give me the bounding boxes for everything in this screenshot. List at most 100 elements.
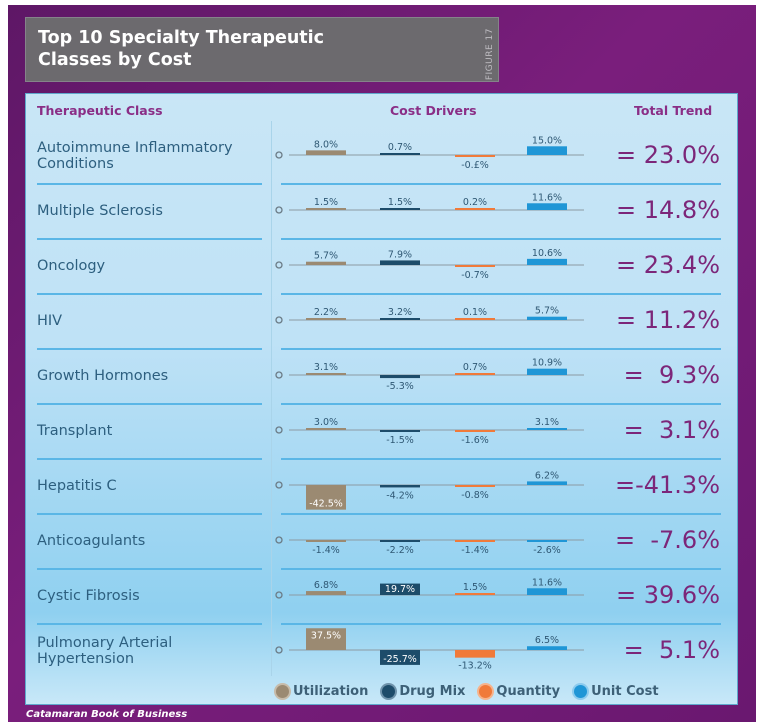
legend-item-quantity: Quantity (479, 684, 560, 699)
data-label: 15.0% (532, 135, 562, 146)
data-label: 3.0% (314, 417, 338, 428)
row-separator (37, 293, 262, 295)
bar-utilization (306, 373, 346, 375)
quantity-swatch-icon (479, 685, 493, 698)
data-label: -0.£% (461, 160, 489, 171)
data-label: 5.7% (314, 251, 338, 262)
data-label: -42.5% (309, 499, 343, 510)
bar-quantity (455, 373, 495, 375)
bar-drug-mix (380, 153, 420, 155)
bar-drug-mix (380, 583, 420, 595)
data-label: -13.2% (458, 661, 492, 672)
therapeutic-class-label: Hepatitis C (37, 478, 117, 494)
total-trend-value: =-41.3% (614, 471, 720, 499)
data-label: 3.1% (314, 362, 338, 373)
row-separator (281, 183, 721, 185)
bar-quantity (455, 430, 495, 432)
column-header-trend: Total Trend (634, 103, 713, 118)
data-label: 8.0% (314, 139, 338, 150)
bar-quantity (455, 650, 495, 658)
bar-unit-cost (527, 646, 567, 650)
data-label: -1.4% (461, 545, 489, 556)
legend-item-drug-mix: Drug Mix (382, 684, 465, 699)
figure-title: Top 10 Specialty Therapeutic Classes by … (38, 27, 324, 71)
row-separator (281, 458, 721, 460)
total-trend-value: = 14.8% (616, 196, 720, 224)
bar-quantity (455, 155, 495, 157)
row-origin-marker (275, 426, 283, 434)
chart-panel: Therapeutic Class Cost Drivers Total Tre… (25, 93, 738, 705)
total-trend-value: = 23.4% (616, 251, 720, 279)
bar-drug-mix (380, 260, 420, 265)
data-label: 0.2% (463, 197, 487, 208)
row-separator (37, 403, 262, 405)
row-separator (37, 238, 262, 240)
unit-cost-swatch-icon (574, 685, 588, 698)
bar-utilization (306, 485, 346, 510)
data-label: 0.7% (463, 362, 487, 373)
bar-unit-cost (527, 368, 567, 375)
row-separator (37, 568, 262, 570)
data-label: 6.5% (535, 635, 559, 646)
therapeutic-class-label: Oncology (37, 258, 106, 274)
data-label: -4.2% (386, 490, 414, 501)
total-trend-value: = 9.3% (623, 361, 720, 389)
row-separator (281, 238, 721, 240)
bar-quantity (455, 318, 495, 320)
row-origin-marker (275, 316, 283, 324)
data-label: -2.2% (386, 545, 414, 556)
total-trend-value: = 39.6% (616, 581, 720, 609)
row-separator (37, 458, 262, 460)
data-label: -25.7% (383, 654, 417, 665)
data-label: 0.7% (388, 142, 412, 153)
bar-drug-mix (380, 430, 420, 432)
row-separator (37, 183, 262, 185)
bar-unit-cost (527, 540, 567, 542)
column-header-drivers: Cost Drivers (390, 103, 477, 118)
data-label: 3.2% (388, 307, 412, 318)
bar-drug-mix (380, 375, 420, 379)
data-label: -1.5% (386, 435, 414, 446)
bar-unit-cost (527, 428, 567, 430)
bar-quantity (455, 208, 495, 210)
total-trend-value: = 23.0% (616, 141, 720, 169)
bar-drug-mix (380, 318, 420, 320)
bar-unit-cost (527, 146, 567, 155)
data-label: -2.6% (533, 545, 561, 556)
data-label: 3.1% (535, 417, 559, 428)
bar-utilization (306, 150, 346, 155)
legend: Utilization Drug Mix Quantity Unit Cost (276, 684, 659, 699)
row-separator (281, 293, 721, 295)
legend-item-unit-cost: Unit Cost (574, 684, 659, 699)
bar-drug-mix (380, 650, 420, 665)
legend-label: Drug Mix (399, 684, 466, 699)
bar-unit-cost (527, 588, 567, 595)
total-trend-value: = 11.2% (616, 306, 720, 334)
bar-quantity (455, 593, 495, 595)
row-separator (37, 348, 262, 350)
data-label: 10.9% (532, 358, 562, 369)
legend-label: Utilization (293, 684, 369, 699)
bar-quantity (455, 540, 495, 542)
title-line-2: Classes by Cost (38, 50, 192, 70)
utilization-swatch-icon (276, 685, 289, 698)
row-origin-marker (275, 371, 283, 379)
total-trend-value: = 5.1% (623, 636, 720, 664)
title-line-1: Top 10 Specialty Therapeutic (38, 28, 325, 48)
drug-mix-swatch-icon (382, 685, 396, 698)
data-label: 5.7% (535, 306, 559, 317)
data-label: 7.9% (388, 249, 412, 260)
bar-unit-cost (527, 258, 567, 265)
therapeutic-class-label: HIV (37, 313, 63, 329)
title-box: Top 10 Specialty Therapeutic Classes by … (25, 17, 499, 82)
therapeutic-class-label: Growth Hormones (37, 368, 169, 384)
row-separator (281, 403, 721, 405)
legend-label: Unit Cost (591, 684, 659, 699)
therapeutic-class-label: Cystic Fibrosis (37, 588, 140, 604)
data-label: 6.8% (314, 580, 338, 591)
bar-utilization (306, 318, 346, 320)
bar-unit-cost (527, 203, 567, 210)
row-origin-marker (275, 536, 283, 544)
bar-utilization (306, 628, 346, 650)
data-label: -0.7% (461, 270, 489, 281)
